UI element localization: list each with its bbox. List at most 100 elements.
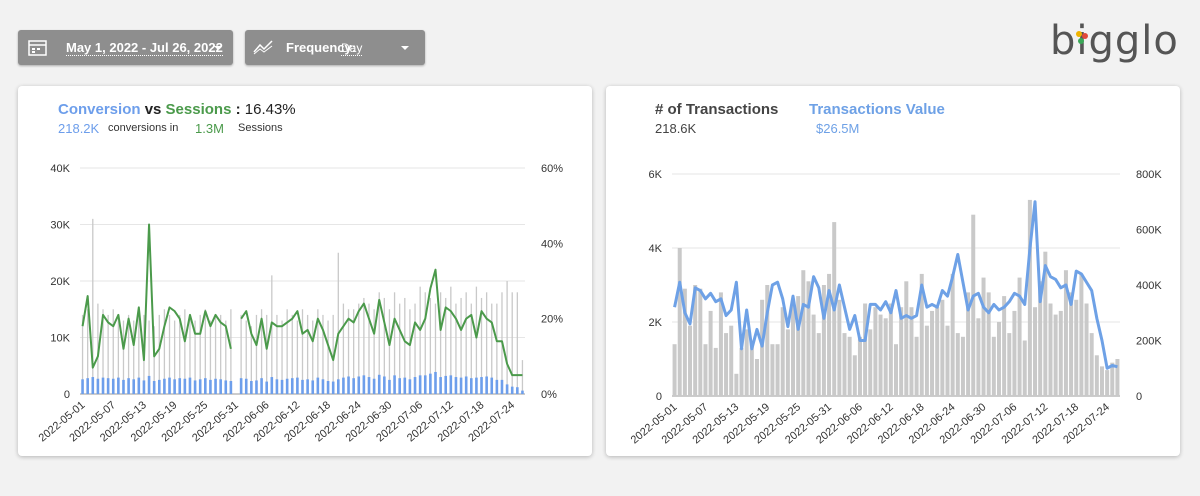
bar	[358, 303, 360, 394]
bar	[163, 309, 166, 394]
bar	[485, 376, 488, 394]
bar	[899, 307, 904, 396]
bar	[883, 318, 888, 396]
bar	[429, 297, 432, 394]
bar	[214, 378, 217, 394]
bar	[158, 314, 160, 394]
bar	[117, 377, 120, 394]
rate: 16.43%	[244, 101, 296, 118]
y-tick-label: 4K	[649, 243, 663, 255]
bar	[183, 378, 187, 394]
bar	[1048, 303, 1053, 396]
bar	[260, 309, 263, 394]
bar	[827, 273, 832, 396]
bar	[698, 288, 703, 396]
bar	[383, 376, 386, 394]
bar	[459, 377, 463, 394]
bar	[1074, 299, 1079, 396]
bar	[868, 329, 873, 396]
bar	[510, 386, 514, 394]
bar	[409, 309, 411, 394]
bar	[960, 336, 965, 396]
bar	[260, 378, 263, 394]
bar	[245, 320, 247, 394]
bar	[496, 303, 498, 394]
bar	[780, 307, 785, 396]
bar	[317, 309, 319, 394]
bar	[450, 286, 452, 394]
bar	[480, 377, 483, 394]
bar	[981, 277, 986, 396]
bar	[178, 378, 182, 394]
bar	[966, 292, 971, 396]
bar	[894, 344, 898, 396]
date-range-button[interactable]: May 1, 2022 - Jul 26, 2022	[18, 30, 233, 65]
bar	[924, 325, 929, 396]
frequency-value: Day	[341, 41, 363, 56]
y-tick-label: 2K	[649, 317, 663, 329]
bar	[413, 377, 417, 394]
bar	[106, 378, 110, 394]
bar	[1022, 340, 1027, 396]
bar	[122, 379, 125, 394]
bar	[500, 379, 504, 394]
bar	[465, 292, 467, 394]
bar	[801, 270, 806, 396]
bar	[271, 275, 273, 394]
dropdown-arrow	[214, 46, 222, 50]
frequency-button[interactable]: Frequency: Day	[245, 30, 425, 65]
y-tick-label: 0	[656, 391, 662, 403]
bar	[285, 378, 289, 394]
bar	[454, 377, 458, 394]
bar	[306, 379, 309, 394]
bar	[490, 377, 494, 394]
bar	[816, 333, 821, 396]
bar	[996, 322, 1001, 396]
bar	[373, 309, 375, 394]
total-a: 218.2K	[58, 121, 100, 136]
bar	[475, 286, 478, 394]
bar	[266, 314, 268, 394]
bar	[270, 377, 274, 394]
bar	[955, 333, 960, 396]
bar	[244, 378, 248, 394]
bar	[204, 378, 207, 394]
bar	[96, 378, 100, 394]
bar	[327, 320, 329, 394]
bar	[342, 303, 345, 394]
bar	[322, 314, 324, 394]
y-tick-label: 6K	[649, 169, 663, 181]
bar	[347, 376, 350, 394]
logo-mark	[1076, 31, 1088, 44]
bar	[388, 379, 391, 394]
bar	[491, 303, 493, 394]
bar	[1012, 310, 1017, 396]
bar	[821, 285, 826, 396]
bar	[734, 373, 739, 396]
bar	[971, 214, 976, 396]
total-b-text: Sessions	[238, 122, 283, 134]
bar	[986, 292, 991, 396]
bar	[86, 378, 89, 394]
bar	[404, 297, 406, 394]
bar	[791, 303, 796, 396]
bar	[198, 379, 202, 394]
bar	[147, 375, 151, 394]
bar	[785, 329, 790, 396]
metric-a: Conversion	[58, 101, 141, 118]
bar	[352, 378, 355, 394]
bar	[184, 309, 186, 394]
bar	[265, 381, 268, 394]
bar	[414, 303, 416, 394]
chart: 010K20K30K40K0%20%40%60%2022-05-012022-0…	[37, 163, 564, 444]
bar	[301, 379, 304, 394]
bar	[713, 347, 718, 396]
bar	[250, 326, 253, 394]
bar	[444, 375, 448, 394]
bar	[255, 380, 258, 394]
bar	[316, 377, 320, 394]
bar	[1058, 310, 1063, 396]
bar	[301, 309, 304, 394]
metric-a: # of Transactions	[655, 101, 779, 118]
bar	[101, 377, 105, 394]
